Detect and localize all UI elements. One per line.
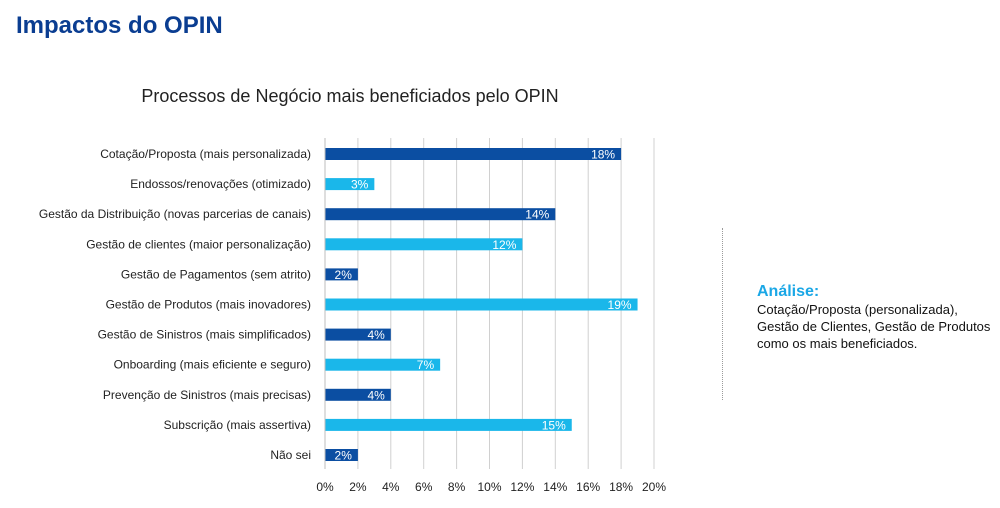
data-label: 18% <box>591 148 615 162</box>
category-label: Gestão da Distribuição (novas parcerias … <box>39 207 311 221</box>
x-tick-label: 16% <box>576 480 600 494</box>
bar <box>325 449 358 461</box>
category-label: Gestão de Pagamentos (sem atrito) <box>121 267 311 281</box>
category-label: Onboarding (mais eficiente e seguro) <box>114 358 311 372</box>
bar <box>325 268 358 281</box>
chart-title: Processos de Negócio mais beneficiados p… <box>141 86 559 106</box>
x-tick-label: 12% <box>510 480 534 494</box>
bar-chart: 0% 2% 4% 6% 8% 10% 12% 14% 16% 18% 20% Cotação/Prop… <box>39 138 666 494</box>
category-label: Não sei <box>270 448 311 462</box>
data-label: 15% <box>542 418 566 432</box>
category-label: Gestão de clientes (maior personalização… <box>86 237 311 251</box>
data-label: 2% <box>335 268 353 282</box>
data-label: 7% <box>417 358 435 372</box>
data-label: 4% <box>367 388 385 402</box>
data-label: 12% <box>492 238 516 252</box>
x-tick-label: 2% <box>349 480 367 494</box>
bar <box>325 298 638 311</box>
data-label: 14% <box>525 208 549 222</box>
bar <box>325 178 375 191</box>
divider <box>722 228 723 400</box>
bar <box>325 148 622 160</box>
category-label: Cotação/Proposta (mais personalizada) <box>100 147 311 161</box>
analysis-panel: Análise: Cotação/Proposta (personalizada… <box>757 283 997 352</box>
x-tick-label: 20% <box>642 480 666 494</box>
x-tick-label: 10% <box>477 480 501 494</box>
page-title: Impactos do OPIN <box>16 12 223 39</box>
category-label: Subscrição (mais assertiva) <box>164 418 311 432</box>
data-label: 2% <box>335 449 353 463</box>
category-label: Endossos/renovações (otimizado) <box>130 177 311 191</box>
bar <box>325 208 556 221</box>
bar <box>325 328 391 341</box>
category-label: Gestão de Produtos (mais inovadores) <box>106 298 311 312</box>
data-label: 4% <box>367 328 385 342</box>
x-tick-label: 4% <box>382 480 400 494</box>
category-label: Gestão de Sinistros (mais simplificados) <box>98 328 311 342</box>
bar <box>325 388 391 401</box>
category-label: Prevenção de Sinistros (mais precisas) <box>103 388 311 402</box>
bar <box>325 418 572 431</box>
x-tick-label: 8% <box>448 480 466 494</box>
analysis-text: Cotação/Proposta (personalizada), Gestão… <box>757 302 991 351</box>
x-tick-label: 18% <box>609 480 633 494</box>
x-tick-label: 6% <box>415 480 433 494</box>
x-tick-label: 0% <box>316 480 334 494</box>
bar <box>325 238 523 251</box>
bar <box>325 358 441 371</box>
data-label: 19% <box>608 298 632 312</box>
x-tick-label: 14% <box>543 480 567 494</box>
data-label: 3% <box>351 178 369 192</box>
analysis-title: Análise: <box>757 283 820 300</box>
